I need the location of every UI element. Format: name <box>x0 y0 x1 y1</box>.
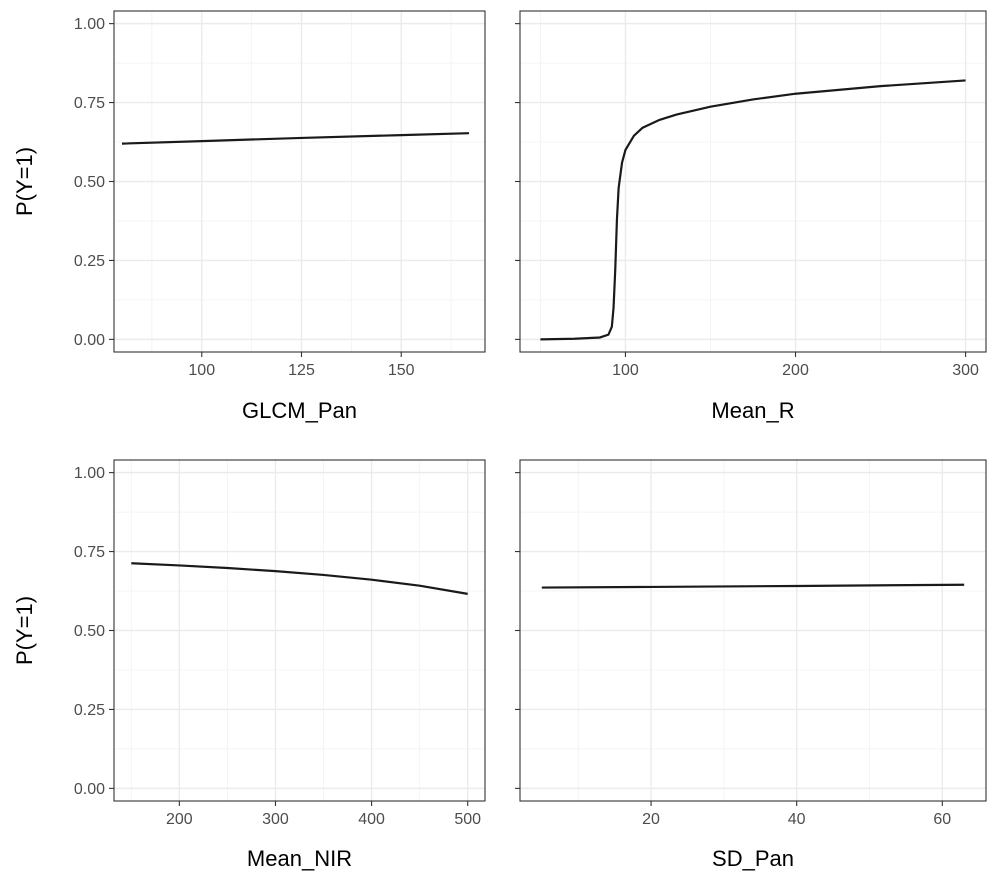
y-tick-label: 1.00 <box>74 465 105 482</box>
panel-mean-r: 100 200 300 Mean_R <box>515 10 987 423</box>
y-tick-label: 0.00 <box>74 781 105 798</box>
y-tick-label: 0.75 <box>74 95 105 112</box>
y-tick-label: 0.50 <box>74 174 105 191</box>
panel-glcm-pan: 0.00 0.25 0.50 0.75 1.00 100 125 150 GLCM_Pan P(Y… <box>12 10 486 423</box>
x-tick-label: 100 <box>612 362 639 379</box>
y-axis-title: P(Y=1) <box>12 596 37 665</box>
y-tick-label: 0.00 <box>74 332 105 349</box>
x-tick-label: 20 <box>642 811 660 828</box>
panel-sd-pan: 20 40 60 SD_Pan <box>515 459 987 871</box>
x-tick-label: 200 <box>782 362 809 379</box>
x-tick-label: 100 <box>188 362 215 379</box>
series-line <box>121 132 470 145</box>
series-line <box>131 562 468 595</box>
y-tick-label: 1.00 <box>74 16 105 33</box>
x-tick-label: 300 <box>952 362 979 379</box>
panel-mean-nir: 0.00 0.25 0.50 0.75 1.00 200 300 400 500 Mean_NIR… <box>12 459 486 871</box>
x-tick-label: 60 <box>933 811 951 828</box>
y-tick-label: 0.75 <box>74 544 105 561</box>
y-tick-label: 0.25 <box>74 702 105 719</box>
x-axis-title: GLCM_Pan <box>242 398 357 423</box>
x-tick-label: 40 <box>788 811 806 828</box>
series-line <box>540 79 966 341</box>
x-tick-label: 125 <box>288 362 315 379</box>
x-axis-title: SD_Pan <box>712 846 794 871</box>
y-axis-title: P(Y=1) <box>12 147 37 216</box>
series-line <box>541 583 965 589</box>
x-axis-title: Mean_NIR <box>247 846 352 871</box>
x-axis-title: Mean_R <box>711 398 794 423</box>
x-tick-label: 300 <box>262 811 289 828</box>
x-tick-label: 500 <box>454 811 481 828</box>
x-tick-label: 400 <box>358 811 385 828</box>
x-tick-label: 150 <box>388 362 415 379</box>
y-tick-label: 0.50 <box>74 623 105 640</box>
x-tick-label: 200 <box>166 811 193 828</box>
y-tick-label: 0.25 <box>74 253 105 270</box>
